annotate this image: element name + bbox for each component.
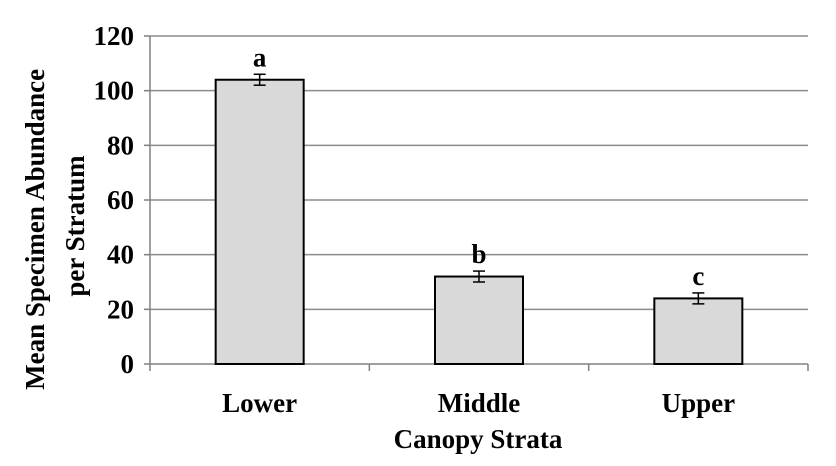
y-tick-label: 20 xyxy=(107,294,134,324)
y-tick-label: 100 xyxy=(94,76,135,106)
bar-middle xyxy=(434,275,524,365)
y-tick-label: 60 xyxy=(107,185,134,215)
y-axis-title-line-1: Mean Specimen Abundance xyxy=(20,69,50,390)
y-axis-title: Mean Specimen Abundance per Stratum xyxy=(20,62,90,390)
x-category-label: Upper xyxy=(662,388,736,418)
significance-label: c xyxy=(692,261,704,291)
x-category-label: Middle xyxy=(438,388,521,418)
y-axis-title-line-2: per Stratum xyxy=(60,155,90,297)
significance-label: a xyxy=(253,42,267,72)
y-tick-label: 0 xyxy=(121,349,135,379)
y-tick-label: 40 xyxy=(107,240,134,270)
significance-label: b xyxy=(471,239,486,269)
bars xyxy=(214,73,744,365)
bar-lower xyxy=(214,78,305,365)
x-axis-title: Canopy Strata xyxy=(394,424,563,454)
y-tick-label: 80 xyxy=(107,130,134,160)
labels: 0 20 40 60 80 100 120 a Lower b Middle c Upper xyxy=(94,21,736,418)
x-category-label: Lower xyxy=(222,388,297,418)
y-tick-label: 120 xyxy=(94,21,135,51)
bar-upper xyxy=(653,297,744,365)
